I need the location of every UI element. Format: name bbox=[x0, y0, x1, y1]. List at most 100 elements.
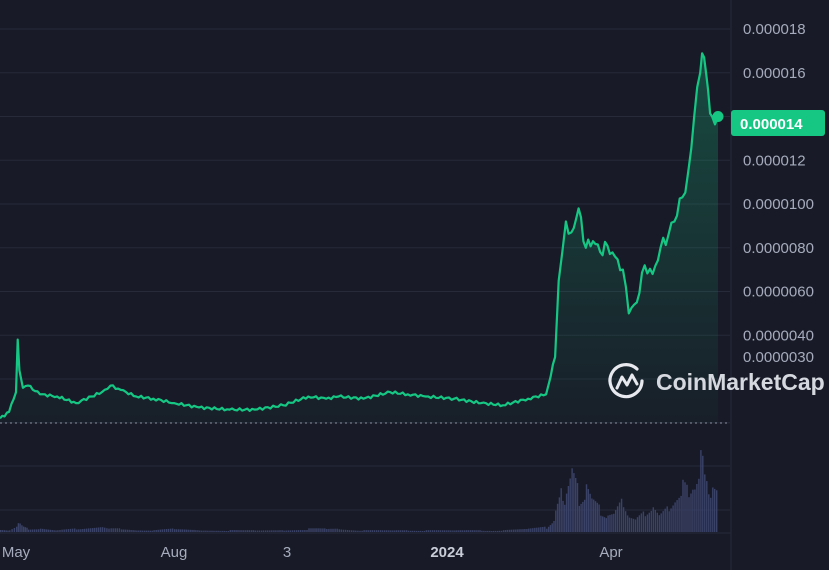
x-tick-label: May bbox=[2, 544, 31, 561]
volume-bar bbox=[716, 490, 718, 532]
volume-bar bbox=[43, 529, 46, 532]
volume-bar bbox=[569, 478, 571, 532]
volume-bar bbox=[674, 502, 676, 532]
volume-bar bbox=[74, 528, 76, 532]
volume-bar bbox=[600, 515, 602, 532]
volume-bar bbox=[78, 529, 80, 532]
volume-bar bbox=[5, 530, 7, 532]
volume-bar bbox=[544, 526, 546, 532]
volume-bar bbox=[13, 528, 16, 532]
volume-bar bbox=[571, 468, 573, 532]
volume-bar bbox=[460, 530, 462, 532]
volume-bar bbox=[55, 530, 57, 532]
volume-bar bbox=[199, 530, 201, 532]
volume-bar bbox=[310, 528, 312, 532]
volume-bar bbox=[40, 528, 42, 532]
volume-bar bbox=[388, 530, 390, 532]
x-tick-label: Apr bbox=[599, 544, 622, 561]
volume-bar bbox=[626, 515, 629, 532]
volume-bar bbox=[342, 529, 345, 532]
volume-bar bbox=[409, 530, 412, 532]
volume-bar bbox=[536, 527, 538, 532]
volume-bar bbox=[179, 529, 182, 532]
volume-bar bbox=[219, 530, 221, 532]
volume-bar bbox=[442, 530, 444, 532]
volume-bar bbox=[185, 529, 187, 532]
volume-bar bbox=[573, 473, 575, 532]
volume-bar bbox=[411, 530, 414, 532]
volume-bar bbox=[289, 530, 291, 532]
volume-bar bbox=[159, 529, 161, 532]
volume-bar bbox=[183, 529, 186, 532]
volume-bar bbox=[34, 529, 36, 532]
volume-bar bbox=[191, 529, 193, 532]
volume-bar bbox=[489, 530, 491, 532]
y-tick-label: 0.0000100 bbox=[743, 196, 814, 213]
volume-bar bbox=[86, 528, 88, 532]
volume-bar bbox=[425, 530, 428, 532]
volume-bar bbox=[371, 530, 373, 532]
volume-bar bbox=[26, 527, 28, 532]
volume-bar bbox=[106, 528, 108, 532]
volume-bar bbox=[300, 530, 302, 532]
y-axis: 0.0000030 0.0000040 0.0000060 0.0000080 0.00… bbox=[743, 21, 814, 366]
volume-bar bbox=[660, 513, 662, 532]
volume-bar bbox=[690, 493, 692, 532]
volume-bar bbox=[231, 530, 233, 532]
volume-bar bbox=[112, 528, 114, 532]
volume-bar bbox=[174, 529, 176, 532]
volume-bar bbox=[377, 530, 380, 532]
volume-bar bbox=[518, 529, 520, 532]
volume-bar bbox=[209, 530, 211, 532]
current-price-label: 0.000014 bbox=[740, 116, 803, 133]
volume-bar bbox=[207, 530, 209, 532]
volume-bar bbox=[668, 511, 670, 532]
volume-bar bbox=[512, 529, 514, 532]
volume-bar bbox=[446, 530, 448, 532]
volume-bar bbox=[524, 529, 526, 532]
volume-bars bbox=[0, 450, 718, 533]
volume-bar bbox=[93, 527, 96, 532]
volume-bar bbox=[670, 508, 672, 532]
x-axis: May Aug 3 2024 Apr bbox=[2, 544, 623, 561]
volume-bar bbox=[504, 530, 507, 532]
volume-bar bbox=[237, 530, 239, 532]
volume-bar bbox=[540, 527, 542, 532]
volume-bar bbox=[161, 529, 163, 532]
volume-bar bbox=[197, 530, 199, 532]
volume-bar bbox=[256, 530, 259, 532]
volume-bar bbox=[634, 519, 637, 532]
volume-bar bbox=[506, 529, 509, 532]
volume-bar bbox=[171, 528, 174, 532]
volume-bar bbox=[591, 498, 593, 532]
volume-bar bbox=[175, 529, 178, 532]
volume-bar bbox=[405, 530, 408, 532]
volume-bar bbox=[227, 531, 229, 532]
volume-bar bbox=[213, 530, 215, 532]
volume-bar bbox=[582, 501, 584, 532]
volume-bar bbox=[63, 529, 65, 532]
volume-bar bbox=[281, 530, 283, 532]
current-price-dot bbox=[712, 111, 724, 122]
volume-bar bbox=[392, 530, 394, 532]
volume-bar bbox=[648, 512, 650, 532]
volume-bar bbox=[461, 530, 464, 532]
grid-lines bbox=[0, 0, 732, 570]
volume-bar bbox=[427, 530, 430, 532]
volume-bar bbox=[223, 530, 225, 532]
volume-bar bbox=[88, 528, 90, 532]
volume-bar bbox=[702, 455, 704, 532]
volume-bar bbox=[250, 530, 253, 532]
volume-bar bbox=[510, 529, 512, 532]
volume-bar bbox=[363, 530, 365, 532]
volume-bar bbox=[267, 530, 269, 532]
volume-bar bbox=[269, 530, 271, 532]
volume-bar bbox=[630, 518, 633, 532]
volume-bar bbox=[580, 503, 582, 532]
volume-bar bbox=[704, 474, 706, 532]
volume-bar bbox=[712, 487, 714, 532]
volume-bar bbox=[124, 529, 126, 532]
volume-bar bbox=[664, 508, 666, 532]
